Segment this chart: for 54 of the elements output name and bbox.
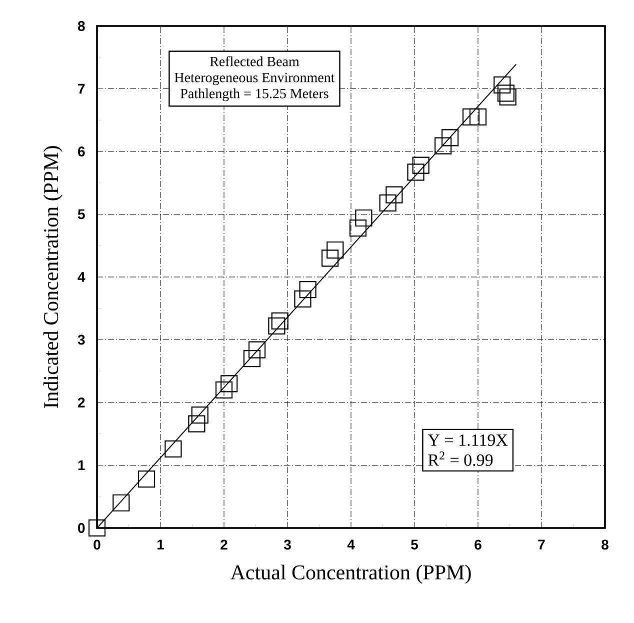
annotation: Pathlength = 15.25 Meters [180,88,328,102]
point [469,108,487,126]
point [499,88,516,106]
annotation: R$^{2}$ = 0.99 [428,452,493,466]
annotation: Y = 1.119X [428,434,508,446]
point [442,129,459,146]
x-tick-label: 0 [94,540,100,550]
point [355,209,372,227]
y-tick-label: 4 [78,272,86,282]
point [112,494,130,512]
point [248,341,266,358]
y-tick-label: 0 [78,523,85,533]
y-tick-label: 8 [78,21,85,31]
point [220,375,238,392]
y-tick-label: 3 [78,334,85,345]
point [243,350,260,368]
point [412,156,430,174]
point [494,76,511,94]
annotation: Heterogeneous Environment [174,72,335,86]
point [434,137,452,154]
point [497,84,514,102]
y-tick-label: 6 [78,146,85,156]
y-axis-title: Indicated Concentration (PPM) [43,146,62,408]
point [294,290,312,308]
point [349,220,367,237]
point [271,312,288,330]
x-tick-label: 2 [220,540,228,550]
y-tick-label: 1 [78,460,85,470]
point [386,186,403,204]
annotation: Reflected Beam [210,56,300,66]
point [164,440,182,458]
point [407,164,424,181]
y-tick-label: 2 [78,398,85,408]
y-tick-label: 7 [78,84,85,94]
x-tick-label: 1 [157,540,164,550]
point [299,280,316,298]
point [321,250,339,267]
point [191,406,208,424]
point [326,241,344,259]
point [462,108,480,126]
point [268,317,286,334]
x-tick-label: 6 [474,540,482,550]
x-tick-label: 8 [602,540,608,550]
y-tick-label: 5 [78,209,85,220]
point [138,470,156,488]
x-axis-title: Actual Concentration (PPM) [230,564,471,584]
point [88,519,106,537]
x-tick-label: 3 [284,540,291,550]
point [379,194,396,212]
x-tick-label: 5 [411,540,418,550]
point [215,381,233,398]
point [188,415,206,432]
x-tick-label: 7 [538,540,545,550]
x-tick-label: 4 [347,540,355,550]
